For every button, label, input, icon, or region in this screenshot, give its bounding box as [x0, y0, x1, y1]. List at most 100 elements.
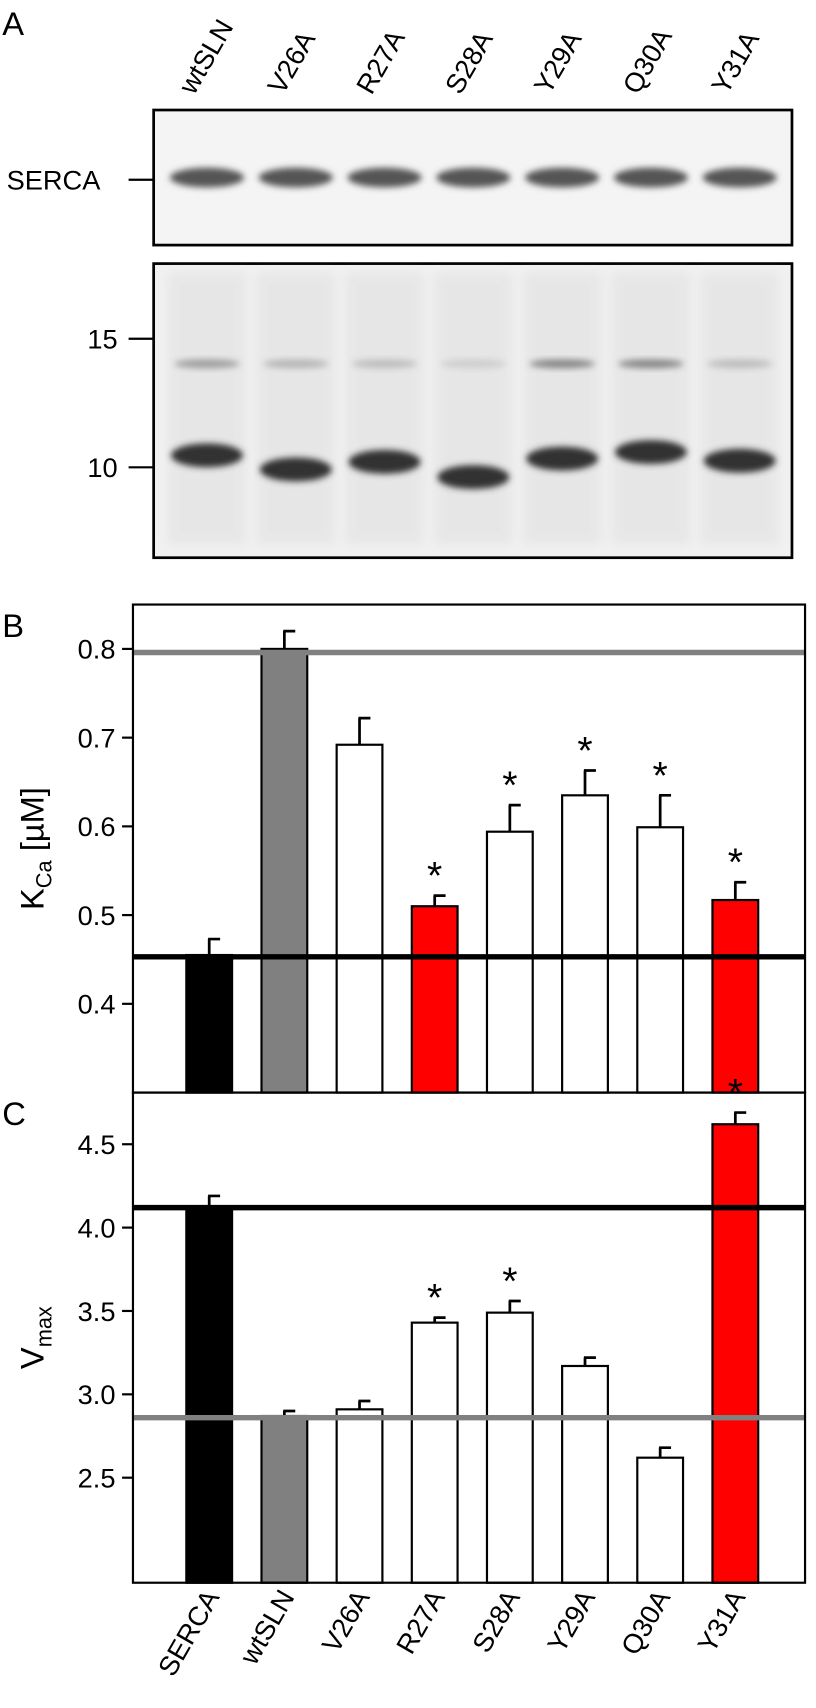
x-tick-label: Q30A — [615, 1584, 677, 1661]
error-bar — [733, 1111, 747, 1125]
lane-label: Y31A — [705, 25, 766, 99]
serca-band — [702, 167, 777, 188]
error-bar — [433, 1316, 446, 1323]
bar — [335, 743, 384, 1094]
y-label-sub: Ca — [31, 859, 56, 888]
plot-frame — [131, 603, 807, 1094]
serca-band — [347, 167, 422, 188]
y-tick-label: 2.5 — [78, 1462, 116, 1493]
y-tick-label: 3.0 — [78, 1379, 116, 1410]
lane-smear — [345, 272, 424, 545]
serca-band — [525, 167, 600, 188]
y-label-unit: [µM] — [14, 787, 51, 851]
error-bar — [358, 1399, 371, 1410]
sln-band — [526, 446, 599, 471]
lane-label: Q30A — [616, 22, 678, 99]
sln-band — [614, 440, 687, 465]
bar — [636, 1456, 685, 1584]
bar — [260, 1414, 309, 1584]
x-tick-label: R27A — [390, 1584, 451, 1659]
error-bar — [508, 803, 521, 832]
bar — [711, 1123, 760, 1584]
bar — [185, 1206, 234, 1584]
y-axis-label: KCa [µM] — [14, 787, 57, 910]
serca-band — [613, 167, 688, 188]
sln-band — [259, 457, 332, 482]
upper-band — [263, 359, 329, 369]
upper-band — [351, 359, 418, 369]
upper-band — [529, 359, 595, 369]
lane-label: Y29A — [527, 25, 588, 99]
y-tick-label: 0.4 — [78, 989, 116, 1020]
y-tick-label: 0.5 — [78, 900, 116, 931]
error-bar — [583, 1356, 596, 1366]
error-bar — [508, 1299, 521, 1313]
y-tick-label: 4.0 — [78, 1212, 116, 1243]
y-label-main: K — [14, 888, 51, 910]
plot-frame — [131, 1091, 807, 1584]
error-bar — [658, 793, 672, 828]
y-tick-label: 0.6 — [78, 811, 116, 842]
marker-label: 10 — [87, 452, 117, 483]
lane-smear — [167, 272, 247, 545]
bar — [485, 1311, 534, 1584]
bar — [561, 1364, 609, 1584]
sln-band — [348, 449, 421, 474]
lane-smear — [700, 272, 779, 545]
bar — [410, 905, 459, 1094]
upper-band — [174, 359, 240, 369]
significance-mark: * — [577, 730, 592, 773]
lane-smear — [522, 272, 602, 545]
blot-bands — [167, 167, 779, 545]
x-tick-label: V26A — [315, 1584, 376, 1658]
band-label: SERCA — [7, 165, 102, 196]
serca-band — [169, 167, 245, 188]
bar — [561, 794, 609, 1094]
significance-mark: * — [502, 1260, 517, 1303]
error-bar — [433, 894, 446, 907]
bar — [260, 647, 309, 1094]
error-bar — [207, 937, 221, 956]
y-label-unit — [14, 851, 51, 860]
x-tick-label: S28A — [466, 1584, 527, 1658]
error-bar — [283, 629, 296, 649]
sln-band — [703, 448, 776, 473]
y-tick-label: 4.5 — [78, 1129, 116, 1160]
lane-label: R27A — [350, 24, 411, 99]
lane-smear — [256, 272, 336, 545]
significance-mark: * — [427, 1277, 442, 1320]
bar — [711, 898, 760, 1094]
serca-band — [258, 167, 333, 188]
lane-label: wtSLN — [172, 14, 239, 100]
bar — [185, 953, 234, 1094]
bar — [485, 830, 534, 1094]
panel-label: C — [2, 1095, 26, 1132]
significance-mark: * — [427, 855, 442, 898]
marker-label: 15 — [87, 324, 117, 355]
sln-band — [437, 465, 510, 490]
significance-mark: * — [728, 842, 743, 885]
significance-mark: * — [653, 755, 668, 798]
error-bar — [358, 716, 371, 745]
x-tick-label: wtSLN — [233, 1584, 300, 1670]
bar — [410, 1321, 459, 1584]
upper-band — [440, 359, 507, 369]
significance-mark: * — [502, 765, 517, 808]
panel-label: A — [2, 5, 24, 42]
y-tick-label: 3.5 — [78, 1296, 116, 1327]
lane-smear — [434, 272, 513, 545]
upper-band — [618, 359, 684, 369]
sln-band — [171, 443, 243, 468]
bar — [636, 826, 685, 1094]
error-bar — [658, 1446, 672, 1458]
lane-label: S28A — [439, 25, 500, 99]
error-bar — [583, 769, 596, 796]
y-tick-label: 0.7 — [78, 722, 116, 753]
x-tick-label: Y31A — [691, 1584, 752, 1658]
lane-label: V26A — [261, 25, 322, 99]
x-tick-label: SERCA — [152, 1584, 226, 1681]
y-axis-label: Vmax — [14, 1306, 57, 1369]
upper-band — [707, 359, 773, 369]
